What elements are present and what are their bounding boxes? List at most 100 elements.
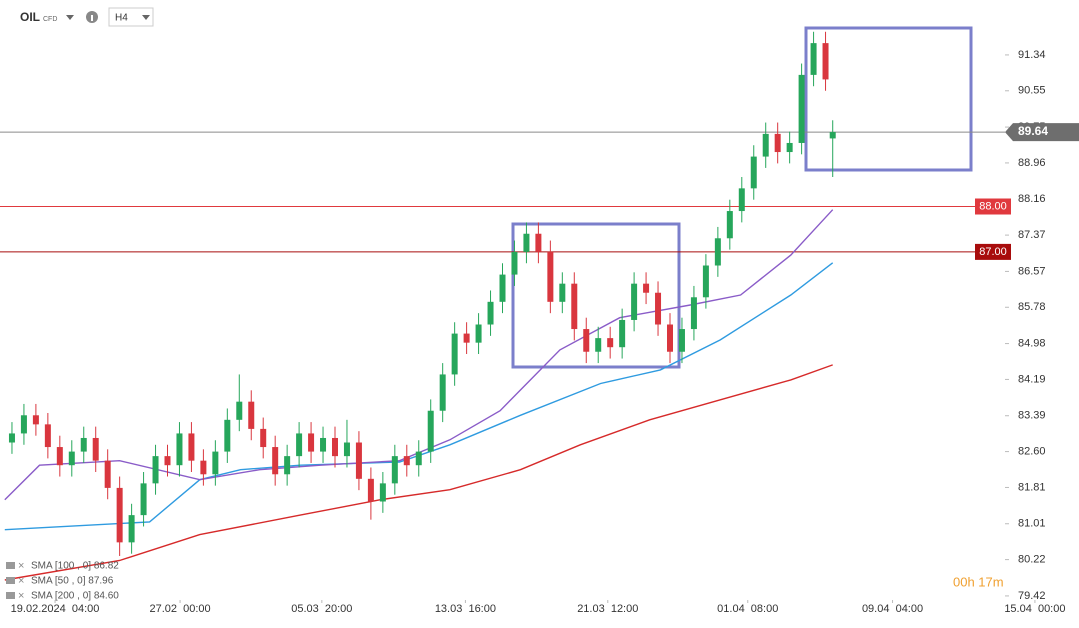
candle-body	[403, 456, 410, 466]
candle-body	[308, 433, 315, 452]
sma-line	[4, 262, 834, 531]
candle-body	[332, 437, 338, 457]
legend-close: ×	[18, 590, 24, 602]
candle-body	[774, 133, 781, 153]
candle-body	[391, 456, 398, 484]
candle-body	[439, 374, 446, 411]
candle-body	[128, 515, 135, 543]
level-tag	[975, 198, 1011, 215]
last-price-tag	[1005, 123, 1079, 142]
candle-body	[750, 156, 757, 189]
instrument-type: CFD	[43, 16, 57, 23]
y-tick-label: 80.22	[1018, 554, 1046, 566]
legend-entry: SMA [50 , 0] 87.96	[31, 576, 114, 587]
candle-body	[667, 324, 673, 352]
candle-body	[583, 329, 590, 352]
y-tick-label: 87.37	[1018, 229, 1046, 241]
candle-body	[20, 415, 27, 434]
candle-body	[367, 478, 374, 502]
y-tick-label: 84.19	[1018, 373, 1046, 385]
candle-body	[248, 401, 255, 429]
y-tick-label: 83.39	[1018, 410, 1046, 422]
legend-icon	[6, 577, 15, 584]
timeframe-caret	[142, 15, 150, 20]
candle-body	[56, 447, 63, 466]
level-label: 87.00	[979, 246, 1007, 258]
last-price-label: 89.64	[1018, 124, 1048, 138]
candle-body	[284, 456, 291, 475]
toolbar: OIL CFD H4	[20, 7, 154, 27]
candle-body	[236, 401, 243, 420]
candle-body	[523, 233, 530, 252]
candle-body	[152, 456, 159, 484]
candle-body	[726, 211, 733, 239]
candle-body	[595, 338, 602, 352]
x-tick-label: 01.04 08:00	[717, 603, 778, 615]
level-label: 88.00	[979, 200, 1007, 212]
candle-body	[296, 433, 303, 457]
candle-body	[511, 251, 518, 275]
candle-body	[535, 233, 542, 252]
candle-body	[655, 292, 662, 325]
candle-body	[643, 283, 650, 293]
symbol-dropdown[interactable]	[66, 15, 74, 20]
candle-body	[487, 301, 494, 325]
annotation-box[interactable]	[804, 26, 973, 172]
x-tick-label: 19.02.2024 04:00	[11, 603, 100, 615]
candle-body	[379, 483, 386, 502]
candle-body	[798, 74, 805, 143]
candle-body	[786, 142, 793, 153]
x-tick-label: 15.04 00:00	[1004, 603, 1065, 615]
candle-body	[631, 283, 638, 320]
candle-body	[224, 419, 231, 452]
candle-body	[829, 132, 836, 139]
candle-body	[415, 451, 422, 466]
candle-body	[164, 456, 171, 466]
x-tick-label: 13.03 16:00	[435, 603, 496, 615]
legend: × SMA [100 , 0] 86.82 × SMA [50 , 0] 87.96 ×…	[6, 560, 119, 602]
candle-body	[176, 433, 183, 466]
y-tick-label: 86.57	[1018, 265, 1046, 277]
candle-body	[678, 329, 685, 352]
candle-body	[607, 338, 614, 348]
candle-body	[738, 188, 745, 212]
x-tick-label: 05.03 20:00	[291, 603, 352, 615]
timeframe: H4	[115, 13, 128, 24]
x-tick-label: 09.04 04:00	[862, 603, 923, 615]
legend-icon	[6, 592, 15, 599]
y-tick-label: 81.01	[1018, 518, 1046, 530]
candle-body	[320, 437, 327, 452]
sma-line	[4, 209, 834, 501]
candle-body	[822, 43, 829, 80]
x-tick-label: 27.02 00:00	[149, 603, 210, 615]
y-tick-label: 88.16	[1018, 193, 1046, 205]
legend-entry: SMA [100 , 0] 86.82	[31, 561, 119, 572]
candle-body	[343, 442, 350, 457]
sma-line	[4, 364, 833, 581]
candle-timer: 00h 17m	[953, 574, 1004, 589]
candle-body	[762, 133, 769, 157]
symbol[interactable]: OIL	[20, 10, 40, 24]
candle-body	[260, 428, 267, 448]
candle-body	[212, 451, 219, 475]
legend-close: ×	[18, 560, 24, 572]
candle-body	[104, 460, 111, 488]
candle-body	[32, 415, 39, 425]
candle-body	[451, 333, 458, 375]
candle-body	[188, 433, 195, 461]
candle-body	[427, 410, 434, 452]
annotation-box[interactable]	[511, 222, 681, 369]
candle-body	[714, 238, 721, 266]
timeframe-select[interactable]	[108, 7, 154, 27]
y-tick-label: 90.55	[1018, 85, 1046, 97]
y-tick-label: 91.34	[1018, 49, 1046, 61]
info-icon-glyph	[91, 15, 93, 21]
legend-icon	[6, 562, 15, 569]
candle-body	[499, 274, 506, 302]
candle-body	[8, 433, 15, 443]
candle-body	[702, 265, 709, 298]
candle-body	[200, 460, 207, 475]
candle-body	[690, 297, 697, 330]
